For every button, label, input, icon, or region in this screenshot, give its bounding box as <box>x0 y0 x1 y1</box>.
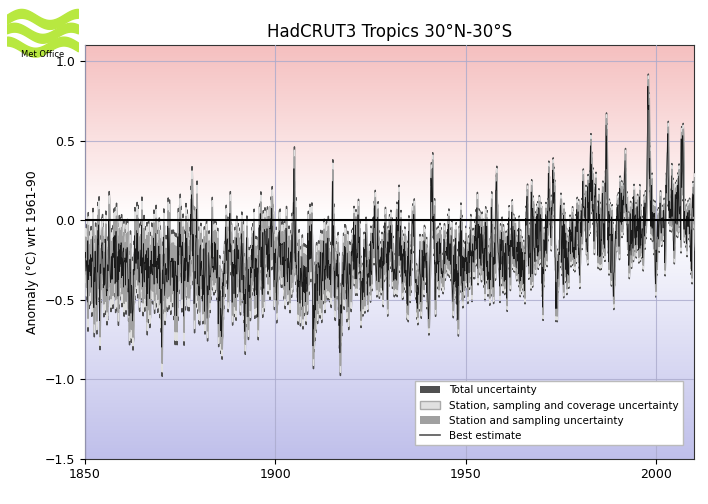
Text: Met Office: Met Office <box>21 50 64 59</box>
Legend: Total uncertainty, Station, sampling and coverage uncertainty, Station and sampl: Total uncertainty, Station, sampling and… <box>416 381 683 445</box>
Title: HadCRUT3 Tropics 30°N-30°S: HadCRUT3 Tropics 30°N-30°S <box>267 23 512 41</box>
Y-axis label: Anomaly (°C) wrt 1961-90: Anomaly (°C) wrt 1961-90 <box>26 170 39 334</box>
